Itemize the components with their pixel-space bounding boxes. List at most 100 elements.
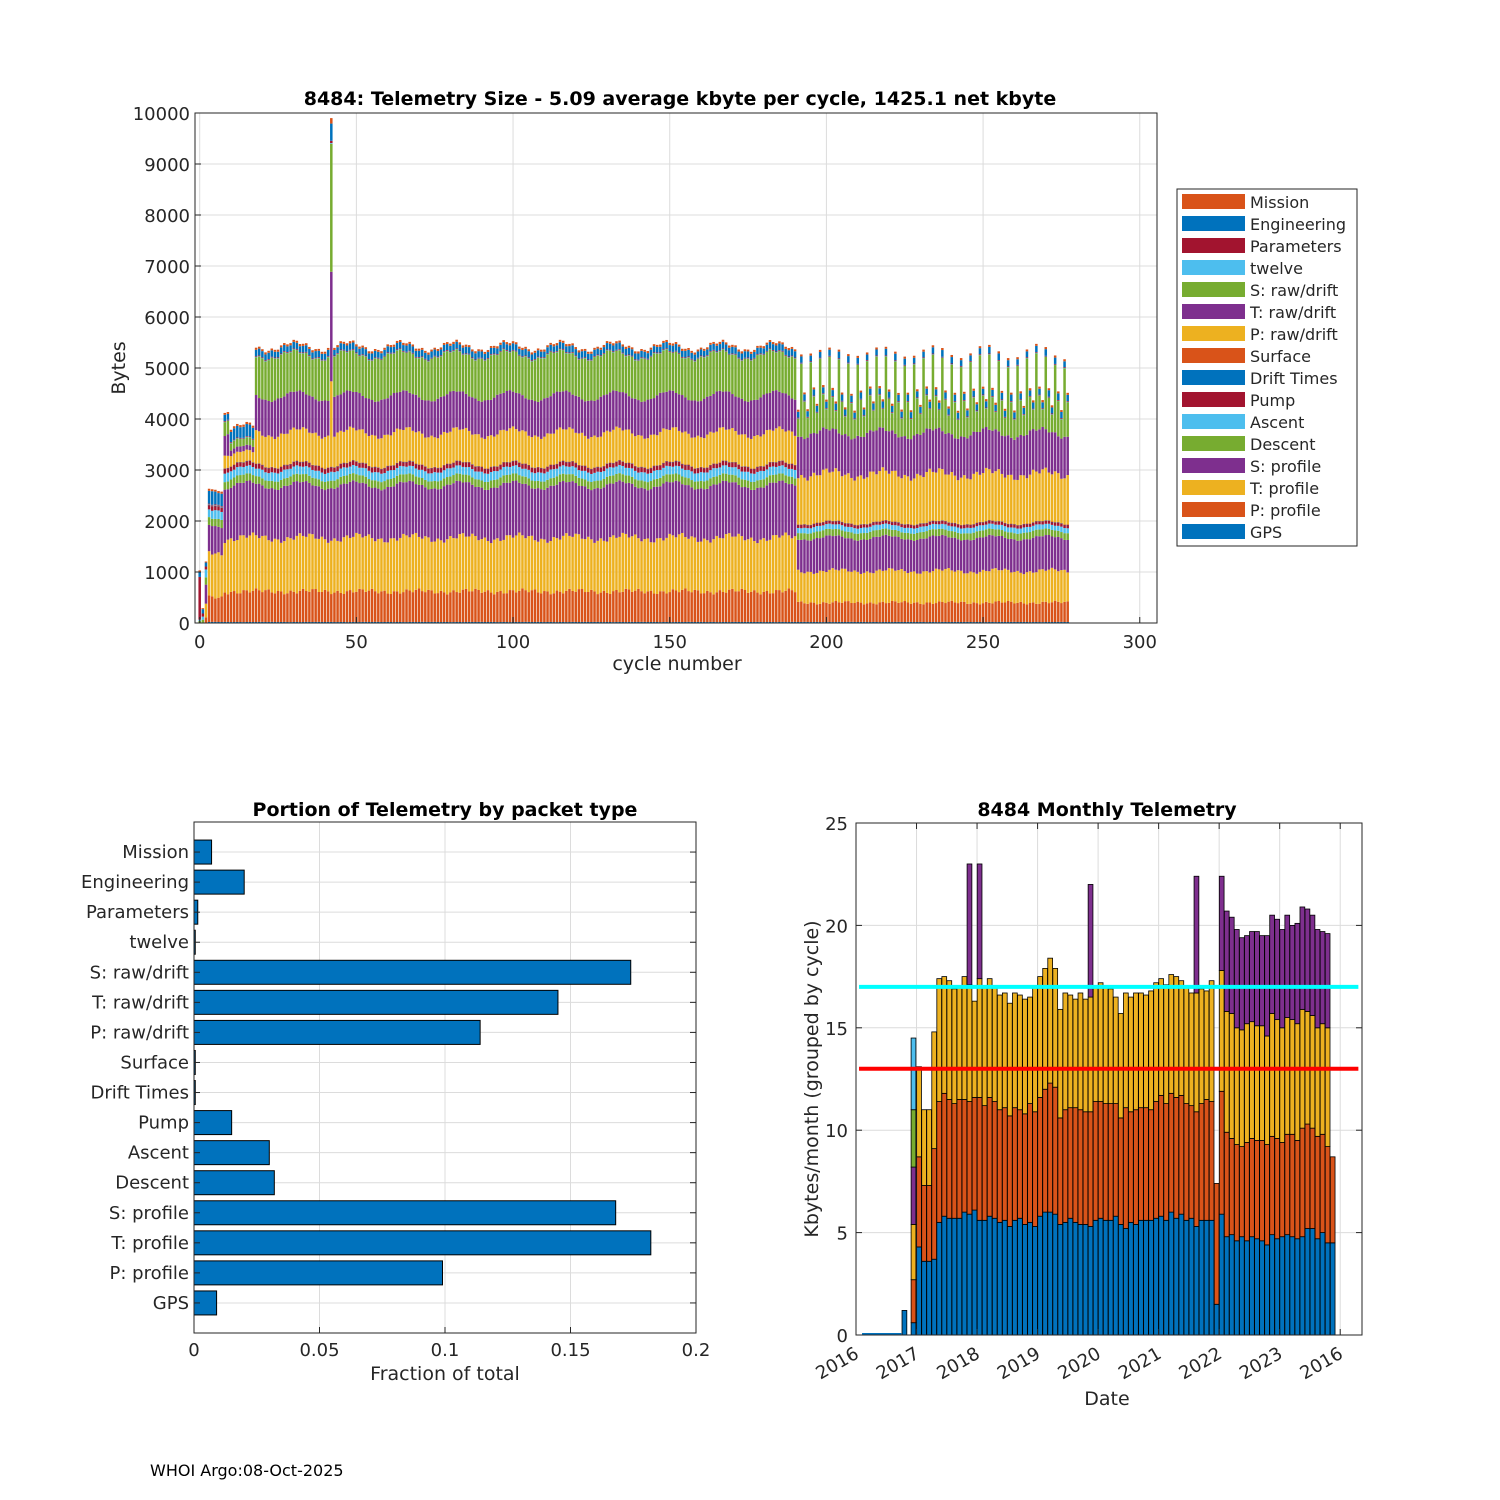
bar-segment-p-raw-drift [477, 434, 480, 467]
bar-segment-p-raw-drift [1057, 473, 1060, 523]
bar-segment-surface [264, 467, 267, 468]
bar-segment-twelve [605, 350, 609, 351]
bar-segment-mission [963, 391, 966, 394]
bar-segment-descent [320, 481, 324, 489]
bar-segment-engineering [800, 356, 803, 363]
bar-segment-engineering [549, 344, 552, 351]
bar-segment-drift-times [978, 522, 982, 523]
bar-segment-p-profile [712, 594, 715, 622]
bar-segment-p-profile [210, 596, 214, 622]
bar-segment-s-raw-drift [599, 356, 603, 397]
bar-segment-engineering [496, 348, 499, 354]
bar-segment-pump [715, 463, 718, 469]
bar-segment-s-profile [1060, 538, 1063, 571]
bar-segment-surface [248, 460, 252, 461]
bar-segment-descent [646, 482, 650, 491]
bar-segment-s-profile [997, 535, 1001, 571]
bar-segment-p-profile [599, 592, 603, 623]
bar-segment-surface [392, 465, 396, 466]
bar-segment-s-profile [963, 539, 966, 574]
bar-segment-pump [336, 466, 339, 472]
bar-segment-drift-times [320, 467, 324, 469]
bar-segment-p-profile [239, 593, 242, 623]
bar-segment-gps [455, 621, 458, 623]
bar-segment-p-profile [897, 602, 900, 622]
bar-segment-yellow [916, 1066, 922, 1158]
bar-segment-ascent [637, 472, 640, 481]
bar-segment-s-raw-drift [903, 365, 907, 437]
bar-segment-mission [533, 350, 537, 353]
bar-segment-engineering [869, 388, 872, 395]
bar-segment-p-profile [737, 591, 740, 622]
bar-segment-p-profile [514, 592, 518, 622]
bar-segment-descent [427, 481, 430, 490]
bar-segment-p-profile [433, 593, 436, 622]
bar-segment-p-raw-drift [257, 431, 261, 464]
bar-segment-surface [630, 463, 634, 464]
bar-segment-surface [471, 464, 474, 465]
bar-segment-p-profile [496, 591, 499, 623]
bar-segment-descent [377, 481, 380, 489]
bar-segment-s-profile [301, 481, 305, 536]
bar-segment-descent [759, 479, 762, 488]
bar-segment-t-raw-drift [308, 395, 311, 433]
bar-segment-blue [1324, 1242, 1331, 1336]
bar-segment-mission [941, 348, 944, 351]
bar-segment-s-raw-drift [464, 354, 468, 394]
bar-segment-descent [640, 480, 643, 488]
bar-segment-engineering [944, 392, 947, 399]
bar-segment-p-profile [398, 593, 402, 622]
bar-segment-ascent [436, 472, 440, 482]
bar-segment-drift-times [724, 460, 728, 462]
bar-segment-ascent [912, 528, 916, 534]
bar-segment-t-profile [878, 569, 881, 603]
bar-segment-gps [464, 621, 468, 623]
bar-segment-p-profile [430, 590, 433, 622]
bar-segment-t-profile [947, 568, 950, 602]
bar-segment-pump [201, 613, 205, 617]
bar-segment-s-profile [480, 487, 483, 540]
bar-segment-mission [790, 346, 794, 349]
bar-segment-p-raw-drift [427, 437, 430, 469]
bar-segment-ascent [984, 524, 988, 530]
bar-segment-engineering [784, 348, 787, 355]
bar-segment-ascent [345, 467, 349, 476]
bar-segment-twelve [445, 350, 449, 352]
bar-segment-s-raw-drift [718, 351, 722, 391]
bar-segment-descent [236, 475, 239, 483]
bar-segment-engineering [903, 358, 907, 365]
bar-segment-p-raw-drift [345, 429, 349, 463]
bar-segment-engineering [565, 346, 568, 353]
bar-segment-s-raw-drift [558, 349, 562, 392]
bar-segment-descent [674, 473, 678, 481]
bar-segment-yellow [1279, 1027, 1286, 1143]
bar-segment-pump [859, 524, 863, 528]
bar-segment-p-raw-drift [561, 429, 565, 461]
bar-segment-twelve [1035, 352, 1038, 354]
bar-segment-p-raw-drift [702, 438, 706, 468]
bar-segment-gps [677, 621, 681, 623]
bar-segment-blue [996, 1221, 1003, 1336]
bar-segment-twelve [718, 350, 722, 352]
bar-segment-orange [936, 1101, 943, 1223]
bar-segment-s-profile [496, 487, 499, 539]
bar-segment-t-profile [351, 536, 355, 593]
bar-segment-t-raw-drift [740, 398, 744, 435]
bar-segment-p-raw-drift [276, 436, 280, 469]
bar-segment-t-raw-drift [803, 439, 806, 478]
bar-segment-t-raw-drift [909, 439, 913, 481]
bar-segment-t-profile [276, 539, 280, 591]
bar-segment-descent [279, 479, 283, 488]
bar-segment-parameters [333, 355, 336, 357]
bar-segment-s-raw-drift [925, 395, 928, 429]
bar-segment-parameters [731, 353, 734, 355]
bar-segment-engineering [210, 491, 214, 505]
bar-segment-ascent [690, 471, 693, 481]
bar-segment-p-profile [643, 593, 646, 622]
bar-segment-parameters [345, 351, 349, 353]
bar-segment-s-profile [608, 483, 612, 538]
bar-segment-engineering [471, 351, 474, 358]
bar-segment-descent [502, 475, 505, 483]
bar-segment-blue [1213, 1303, 1220, 1336]
bar-segment-parameters [753, 357, 756, 359]
